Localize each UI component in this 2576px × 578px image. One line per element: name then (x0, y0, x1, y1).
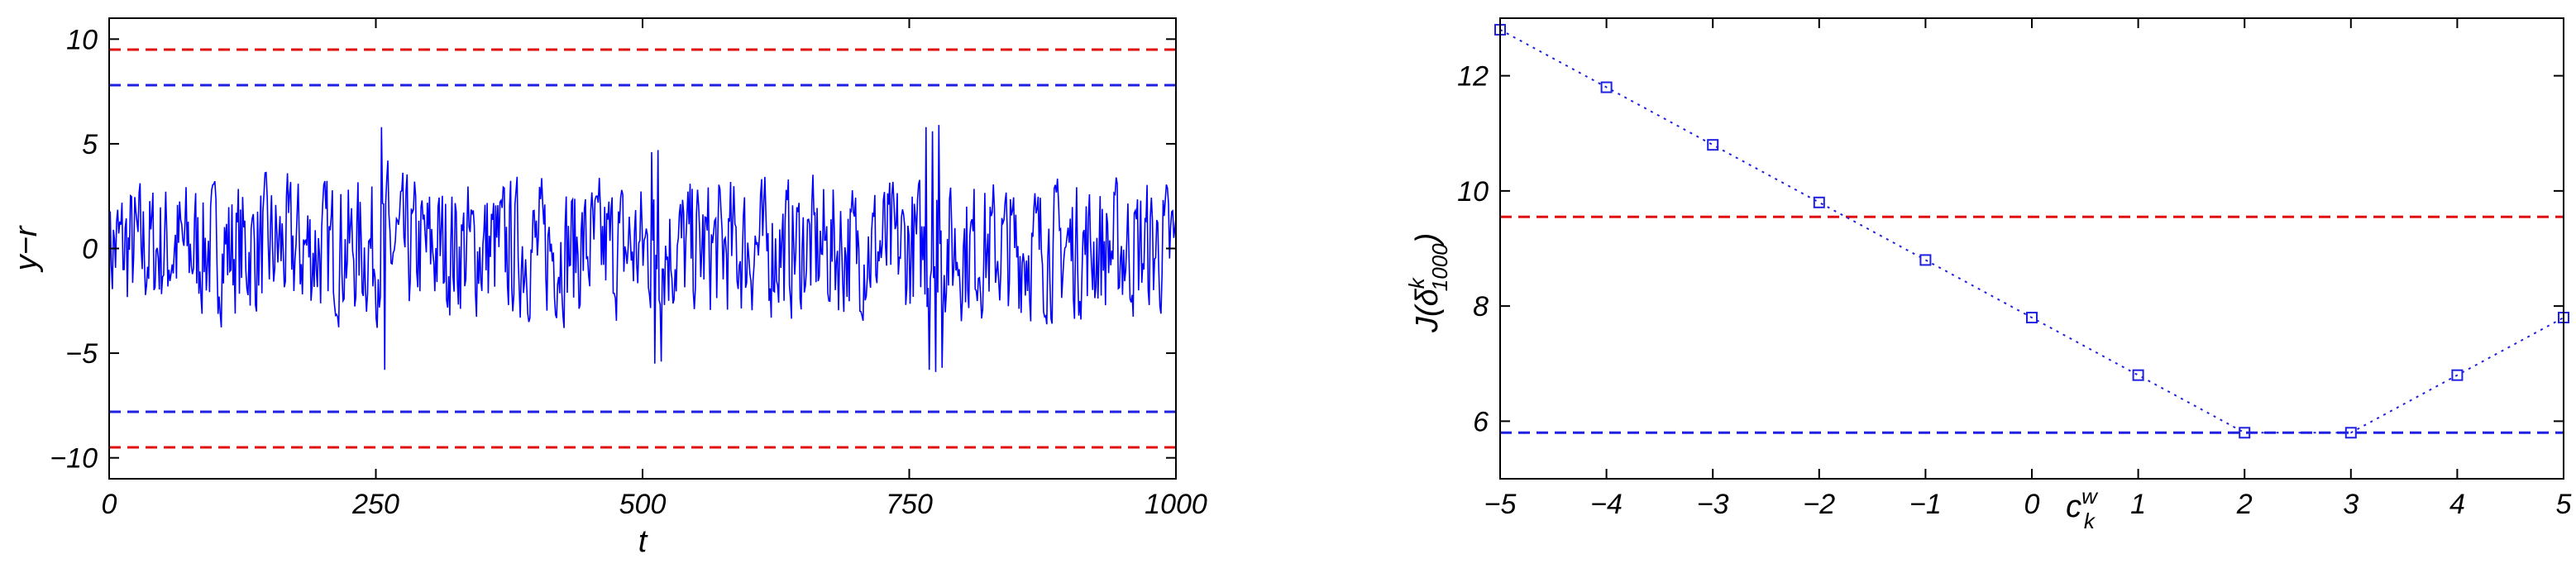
right-y-axis-label-sub: 1000 (1427, 243, 1452, 291)
right-plot-frame (1499, 17, 2564, 480)
y-tick-label: 5 (82, 129, 98, 160)
y-tick-label: 0 (82, 234, 98, 265)
x-tick-label: 0 (2024, 489, 2040, 520)
x-tick-label: 5 (2556, 489, 2572, 520)
right-y-axis-label-close: ) (1410, 233, 1445, 247)
left-threshold-lines (109, 48, 1176, 449)
right-x-ticks: −5 −4 −3 −2 −1 0 1 2 3 4 5 (1484, 18, 2572, 520)
x-tick-label: 0 (102, 489, 117, 520)
y-tick-label: −10 (50, 443, 98, 475)
y-tick-label: 10 (1457, 176, 1489, 208)
right-y-ticks: 6 8 10 12 (1457, 61, 2564, 437)
cost-line (1499, 29, 2564, 434)
y-tick-label: 10 (66, 24, 98, 55)
left-y-ticks: −10 −5 0 5 10 (50, 24, 1176, 475)
cost-point-marker (2132, 369, 2144, 381)
x-tick-label: 1000 (1145, 489, 1207, 520)
x-tick-label: 1 (2130, 489, 2146, 520)
left-y-axis-label: y−r (9, 225, 44, 273)
x-tick-label: −3 (1697, 489, 1729, 520)
x-tick-label: 2 (2236, 489, 2253, 520)
right-threshold-lines (1500, 215, 2564, 434)
cost-point-marker (2451, 369, 2464, 381)
right-cost-series (1494, 23, 2569, 439)
cost-point-marker (2239, 427, 2251, 439)
right-x-axis-label-base: c (2066, 490, 2081, 524)
x-tick-label: −5 (1484, 489, 1517, 520)
cost-point-marker (2344, 427, 2357, 439)
cost-point-marker (1813, 196, 1825, 208)
y-tick-label: 6 (1473, 406, 1489, 437)
right-y-axis-label-base: J(δ (1410, 288, 1445, 333)
left-signal-series (108, 125, 1177, 372)
y-tick-label: 12 (1457, 61, 1489, 93)
x-tick-label: 4 (2449, 489, 2465, 520)
x-tick-label: −1 (1909, 489, 1942, 520)
cost-point-marker (2026, 312, 2038, 324)
right-y-axis-label: J(δk1000) (1404, 233, 1452, 333)
x-tick-label: 500 (619, 489, 667, 520)
x-tick-label: 750 (886, 489, 933, 520)
right-x-axis-label-sup: w (2081, 484, 2099, 509)
cost-point-marker (1707, 139, 1719, 151)
left-x-ticks: 0 250 500 750 1000 (102, 18, 1207, 520)
signal-line (108, 125, 1177, 372)
x-tick-label: 3 (2343, 489, 2359, 520)
x-tick-label: −4 (1590, 489, 1623, 520)
left-x-axis-label: t (638, 524, 648, 559)
right-x-axis-label: cw k (2066, 484, 2099, 533)
x-tick-label: −2 (1803, 489, 1835, 520)
cost-point-marker (1600, 81, 1613, 93)
cost-point-marker (1919, 254, 1932, 266)
left-chart: 0 250 500 750 1000 −10 −5 0 5 10 t y−r (9, 17, 1207, 559)
y-tick-label: 8 (1473, 291, 1489, 322)
right-x-axis-label-sub: k (2084, 509, 2096, 533)
y-tick-label: −5 (65, 338, 98, 370)
x-tick-label: 250 (351, 489, 399, 520)
right-y-axis-label-sup: k (1404, 276, 1429, 289)
